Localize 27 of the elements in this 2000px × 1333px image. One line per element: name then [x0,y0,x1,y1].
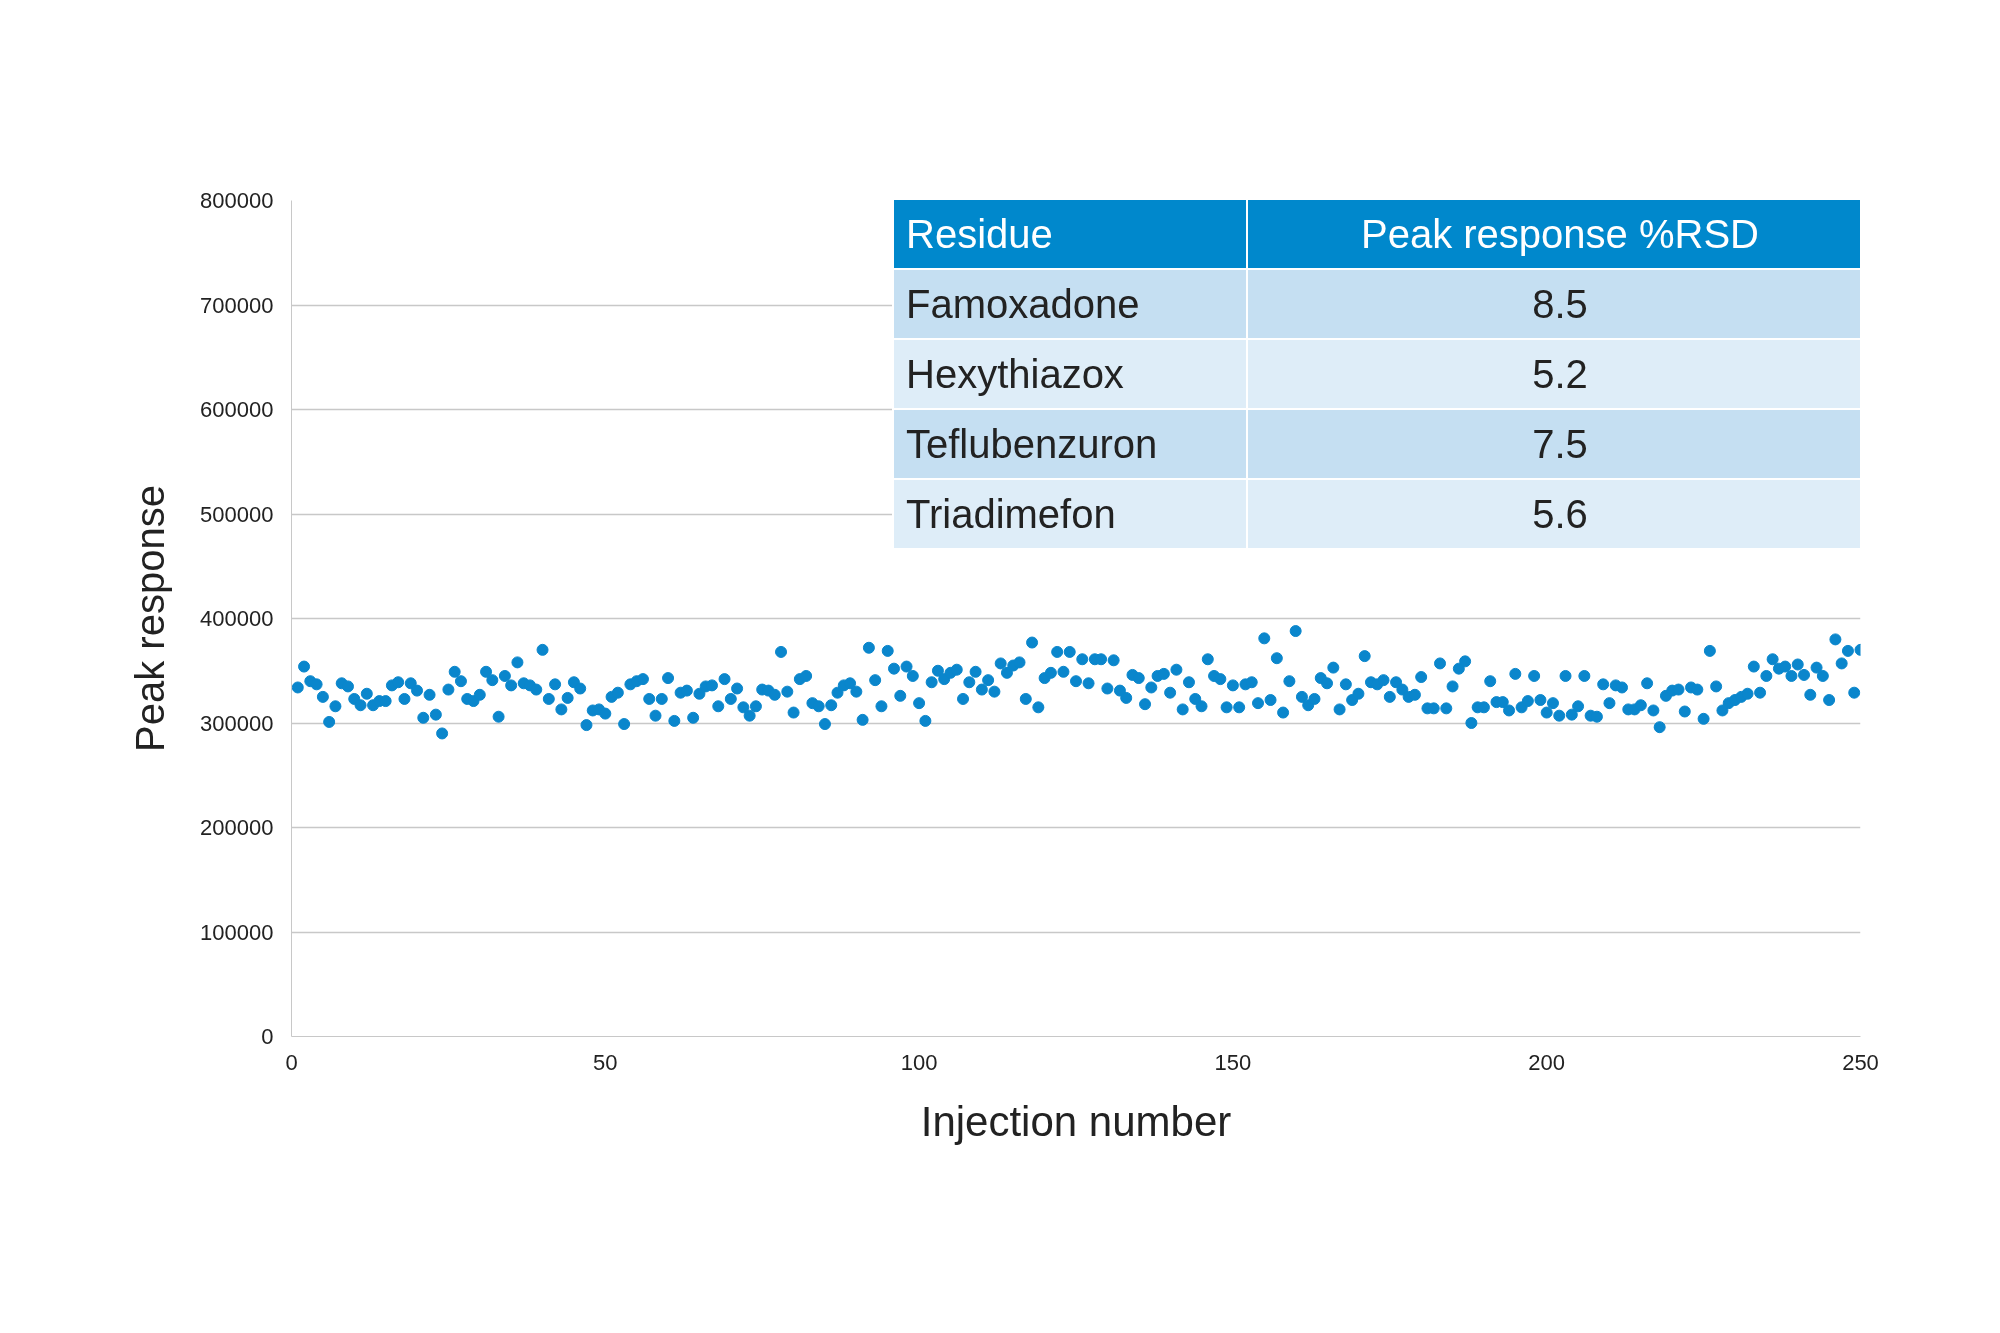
data-label: 5.2 [1247,339,1861,409]
y-tick-label: 300000 [200,710,274,736]
y-tick-label: 200000 [200,815,274,840]
y-tick-label: 700000 [200,292,274,318]
y-tick-label: 800000 [200,188,274,213]
data-label: 7.5 [1247,409,1861,479]
category-label: Hexythiazox [893,339,1247,409]
y-tick-label: 0 [261,1024,274,1049]
data-label: 8.5 [1247,269,1861,339]
category-label: Teflubenzuron [893,409,1247,479]
y-axis-title: Peak response [128,485,173,752]
x-tick-label: 250 [1842,1049,1879,1075]
category-label: Triadimefon [893,479,1247,549]
y-tick-label: 100000 [200,919,274,945]
text: Residue [893,199,1247,269]
x-tick-label: 200 [1528,1049,1566,1075]
y-tick-label: 400000 [200,606,274,631]
x-axis-title: Injection number [920,1097,1232,1145]
x-tick-label: 150 [1214,1049,1252,1075]
y-tick-label: 500000 [200,501,274,527]
y-tick-label: 600000 [200,397,274,422]
category-label: Famoxadone [893,269,1247,339]
x-tick-label: 50 [593,1049,618,1075]
text: Peak response %RSD [1247,199,1861,269]
data-label: 5.6 [1247,479,1861,549]
x-tick-label: 100 [900,1049,938,1075]
x-tick-label: 0 [285,1049,298,1075]
